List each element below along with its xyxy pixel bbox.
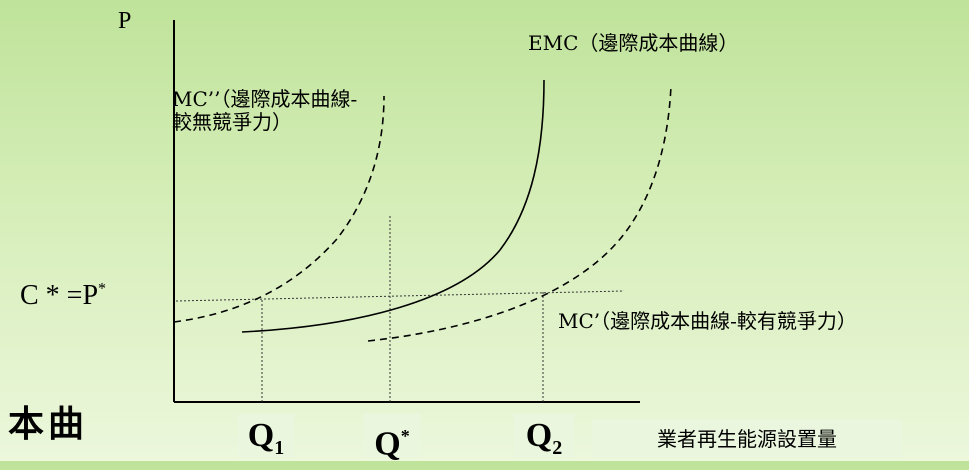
y-axis-label: P [118,8,132,34]
emc-curve-label: EMC（邊際成本曲線） [528,31,739,55]
q1-sub: 1 [274,436,285,459]
price-line [175,290,625,302]
q2-label: Q2 [514,414,574,459]
price-label-sup: * [98,280,107,298]
x-axis-label: 業者再生能源設置量 [592,420,902,458]
qstar-label: Q* [364,414,420,462]
qstar-sup: * [400,426,410,446]
mc-double-prime-label-line2: 較無競爭力） [172,110,292,134]
mc-double-prime-label-line1: MC’’（邊際成本曲線- [172,87,358,111]
mc-double-prime-curve [173,95,385,323]
mc-prime-label: MC’（邊際成本曲線-較有競爭力） [558,309,857,333]
leftover-text: 本曲 [8,403,89,445]
mc-double-prime-label: MC’’（邊際成本曲線- 較無競爭力） [172,88,357,134]
q2-sub: 2 [552,436,563,459]
q1-base: Q [247,417,275,454]
qstar-base: Q [374,425,401,463]
price-label: C * =P* [20,280,106,312]
q2-base: Q [525,417,553,454]
price-label-base: C * =P [20,280,99,311]
emc-curve [241,79,545,333]
mc-prime-curve [367,85,672,342]
q1-label: Q1 [238,414,294,459]
